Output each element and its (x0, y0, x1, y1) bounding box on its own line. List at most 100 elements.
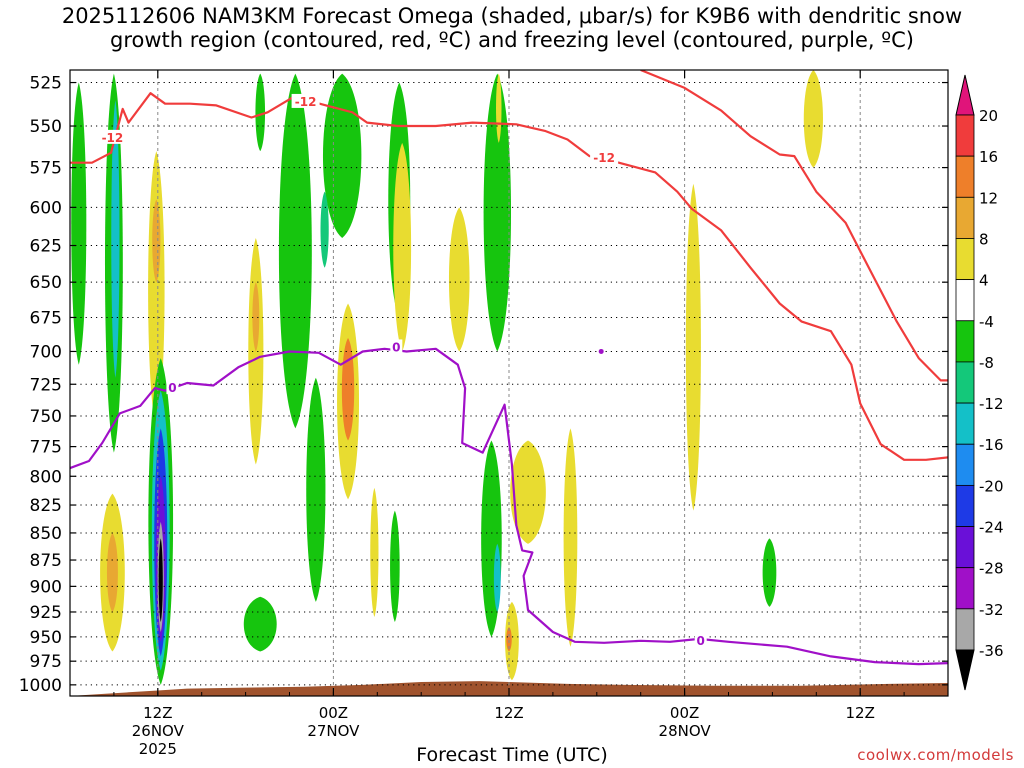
dgz-label-3-bg (590, 149, 619, 164)
colorbar-over-triangle (955, 74, 975, 116)
y-tick-label: 950 (30, 628, 62, 648)
dgz-label-1: -12 (102, 131, 124, 145)
colorbar-label: -36 (979, 642, 1004, 660)
omega-yellow-m (370, 487, 379, 618)
omega-yellow-x (685, 183, 701, 511)
omega-green-n (390, 510, 400, 623)
y-tick-label: 1000 (19, 676, 62, 696)
y-tick-label: 600 (30, 198, 62, 218)
grid-lines (70, 70, 948, 696)
colorbar-label: 8 (979, 230, 989, 248)
omega-teal-i (320, 191, 329, 268)
x-tick-label: 12Z (143, 704, 172, 722)
omega-amber-g (252, 282, 260, 352)
colorbar-label: 4 (979, 272, 989, 290)
dgz-label-3: -12 (593, 151, 615, 165)
freezing-label-2-bg (390, 339, 403, 354)
y-tick-label: 925 (30, 603, 62, 623)
y-tick-label: 975 (30, 652, 62, 672)
omega-yellow-u (510, 440, 546, 544)
colorbar: 20 16 12 8 4 -4 -8 -12 -16 -20 -24 -28 -32 -36 (955, 74, 1004, 691)
omega-green-r (483, 73, 512, 352)
colorbar-bin (955, 196, 975, 239)
x-tick-label: 00Z (319, 704, 348, 722)
y-tick-label: 850 (30, 524, 62, 544)
colorbar-bin (955, 608, 975, 651)
x-tick-label: 00Z (670, 704, 699, 722)
dgz-label-2-bg (291, 93, 320, 108)
x-tick-label: 12Z (494, 704, 523, 722)
x-tick-label: 2025 (139, 740, 177, 758)
omega-teal-b (111, 100, 120, 378)
y-tick-label: 700 (30, 342, 62, 362)
chart-title: 2025112606 NAM3KM Forecast Omega (shaded… (0, 4, 1024, 52)
omega-green-i (322, 73, 362, 239)
colorbar-bin (955, 114, 975, 157)
freezing-level-contour-line (70, 347, 948, 666)
freezing-label-3: 0 (697, 634, 705, 648)
colorbar-label: -4 (979, 313, 994, 331)
omega-green-a (71, 82, 87, 365)
freezing-level-point (598, 348, 604, 354)
colorbar-bin (955, 320, 975, 363)
y-tick-label: 725 (30, 375, 62, 395)
freezing-label-1-bg (166, 380, 179, 395)
colorbar-bin (955, 567, 975, 610)
omega-amber-d (106, 532, 118, 612)
freezing-label-3-bg (694, 632, 707, 647)
dgz-label-1-bg (98, 129, 127, 144)
x-tick-label: 27NOV (307, 722, 360, 740)
dgz-contour-line-upper (640, 70, 948, 382)
colorbar-label: -12 (979, 395, 1004, 413)
x-axis-label: Forecast Time (UTC) (416, 744, 608, 766)
y-tick-label: 750 (30, 407, 62, 427)
colorbar-bin (955, 361, 975, 404)
colorbar-label: -32 (979, 601, 1004, 619)
omega-amber-c (152, 199, 161, 283)
chart-title-line-2: growth region (contoured, red, ºC) and f… (110, 28, 914, 52)
colorbar-label: 16 (979, 148, 998, 166)
colorbar-label: -28 (979, 560, 1004, 578)
y-tick-label: 825 (30, 496, 62, 516)
y-tick-label: 800 (30, 467, 62, 487)
y-tick-label: 875 (30, 551, 62, 571)
omega-green-j (306, 377, 326, 602)
freezing-label-1: 0 (168, 381, 176, 395)
omega-green-l (243, 596, 277, 652)
y-tick-label: 775 (30, 438, 62, 458)
colorbar-label: 20 (979, 107, 998, 125)
omega-teal-t (493, 543, 501, 612)
colorbar-bin (955, 279, 975, 322)
y-tick-label: 550 (30, 117, 62, 137)
omega-yellow-w (563, 428, 578, 647)
omega-yellow-p (393, 142, 412, 352)
colorbar-bin (955, 155, 975, 198)
y-tick-label: 675 (30, 308, 62, 328)
omega-green-f (255, 73, 266, 152)
dgz-label-2: -12 (295, 95, 317, 109)
omega-green-y (762, 538, 777, 607)
y-tick-label: 525 (30, 74, 62, 94)
colorbar-under-triangle (955, 649, 975, 691)
omega-yellow-q (448, 207, 470, 352)
y-tick-label: 625 (30, 237, 62, 257)
omega-amber-k (341, 338, 355, 441)
omega-yellow-v (505, 601, 519, 681)
plot-area: -12 -12 -12 0 0 0 (70, 70, 948, 696)
x-tick-label: 28NOV (659, 722, 712, 740)
freezing-label-2: 0 (392, 340, 400, 354)
y-tick-label: 575 (30, 159, 62, 179)
y-tick-label: 900 (30, 577, 62, 597)
dgz-contour-line (70, 92, 948, 461)
watermark: coolwx.com/models (857, 746, 1014, 764)
chart-title-line-1: 2025112606 NAM3KM Forecast Omega (shaded… (61, 4, 963, 28)
colorbar-label: -16 (979, 436, 1004, 454)
x-tick-label: 26NOV (132, 722, 185, 740)
omega-green-h (278, 73, 312, 429)
y-tick-label: 650 (30, 273, 62, 293)
colorbar-bin (955, 238, 975, 281)
colorbar-label: 12 (979, 189, 998, 207)
colorbar-label: -8 (979, 354, 994, 372)
omega-black-e (158, 538, 163, 623)
